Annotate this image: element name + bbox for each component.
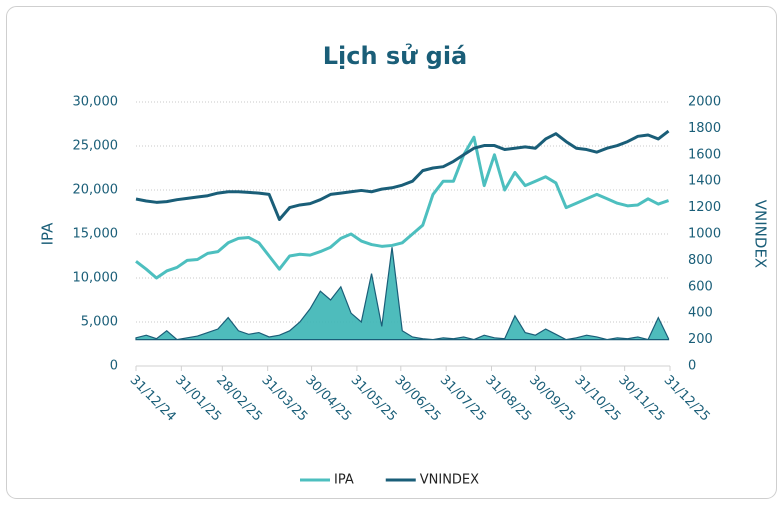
y2-tick-label: 2000 [688, 95, 721, 110]
legend-label: VNINDEX [420, 473, 479, 488]
y-tick-label: 10,000 [73, 271, 119, 286]
y-tick-label: 25,000 [73, 139, 119, 154]
y2-tick-label: 1000 [688, 227, 721, 242]
line [135, 129, 670, 221]
y2-tick-label: 400 [688, 306, 713, 321]
y2-tick-label: 1200 [688, 200, 721, 215]
y2-tick-label: 800 [688, 253, 713, 268]
y2-tick-label: 200 [688, 332, 713, 347]
y2-tick-label: 0 [688, 359, 696, 374]
y-tick-label: 20,000 [73, 183, 119, 198]
y-tick-label: 5,000 [81, 315, 118, 330]
area [135, 247, 670, 341]
y2-tick-label: 600 [688, 279, 713, 294]
y-axis-label: IPA [39, 222, 57, 246]
y-tick-label: 0 [110, 359, 118, 374]
y2-tick-label: 1800 [688, 121, 721, 136]
y-tick-label: 30,000 [73, 95, 119, 110]
y2-tick-label: 1400 [688, 174, 721, 189]
line [135, 135, 670, 280]
y2-axis-label: VNINDEX [752, 200, 770, 268]
y2-tick-label: 1600 [688, 147, 721, 162]
y-tick-label: 15,000 [73, 227, 119, 242]
chart-title: Lịch sử giá [323, 42, 468, 70]
legend-label: IPA [334, 473, 354, 488]
